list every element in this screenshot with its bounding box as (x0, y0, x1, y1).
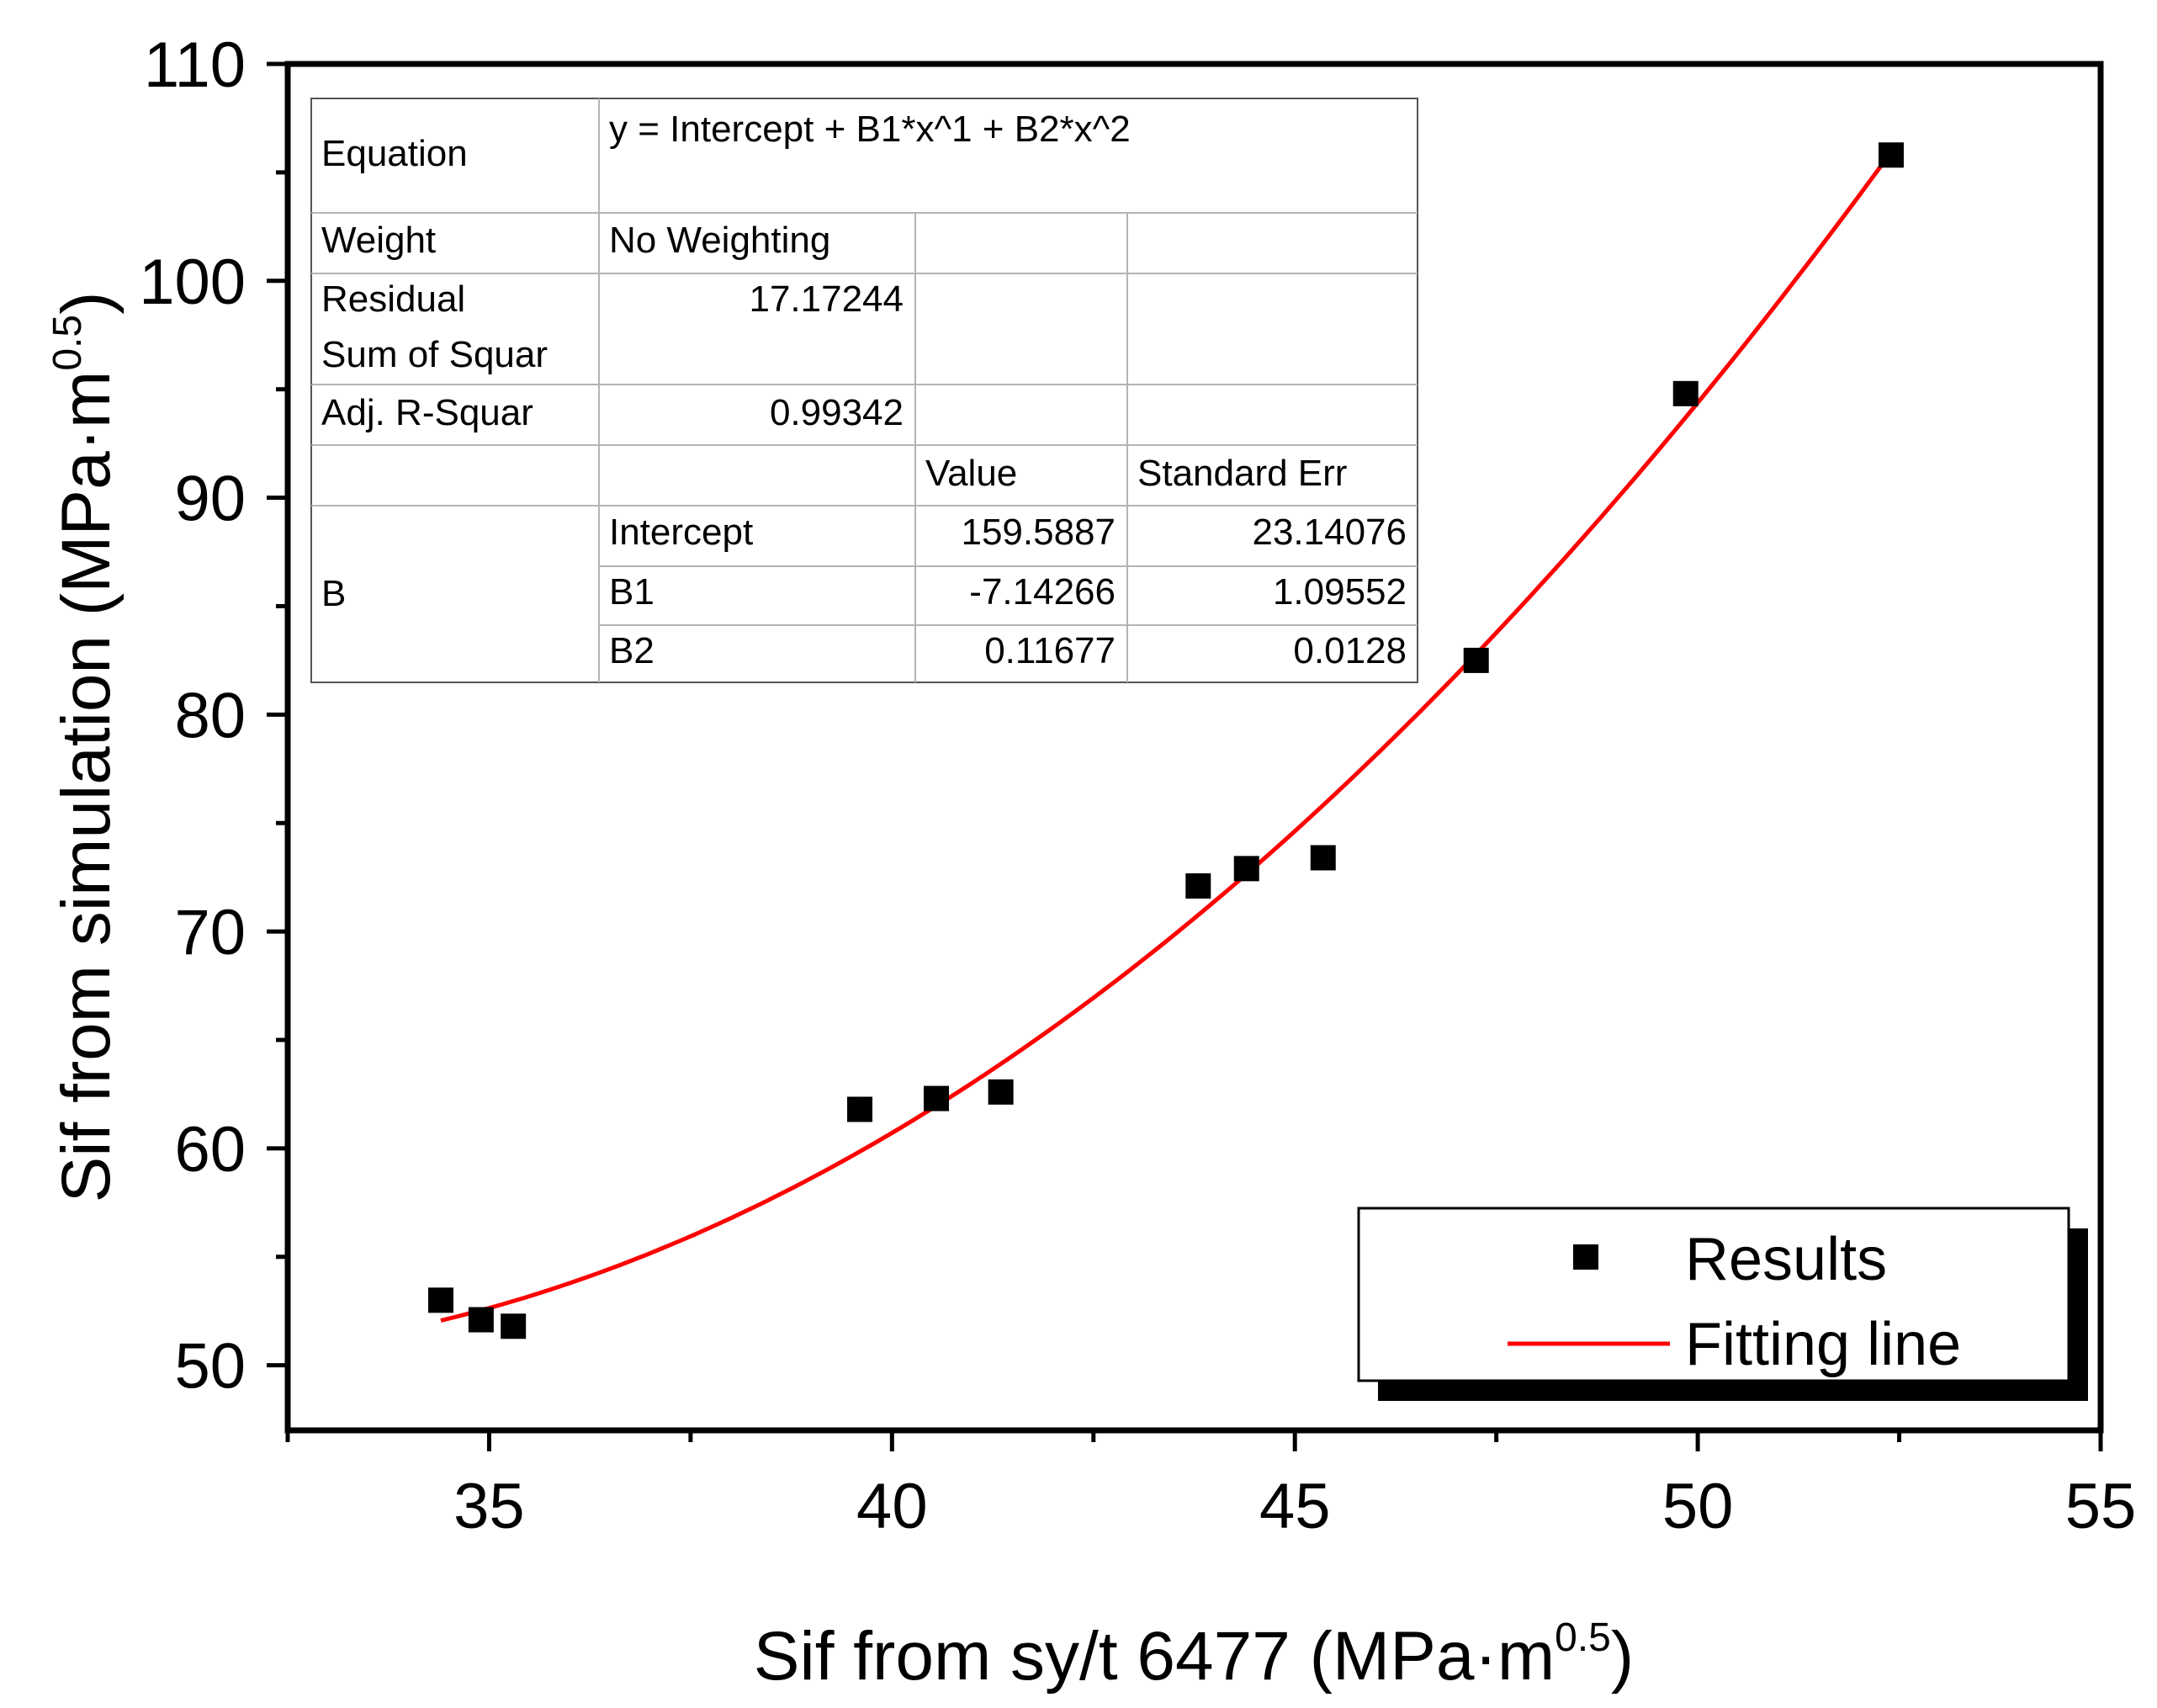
y-tick-label: 110 (144, 29, 246, 101)
legend-label-results: Results (1685, 1226, 1887, 1293)
equation-label: Equation (321, 133, 468, 174)
plot-frame (284, 61, 2104, 1434)
fitting-line (440, 151, 1894, 1323)
legend-box (1357, 1207, 2070, 1382)
legend-marker-square (1573, 1244, 1598, 1270)
data-point (1233, 856, 1259, 882)
y-tick-label: 100 (139, 247, 246, 318)
equation-text: y = Intercept + B1*x^1 + B2*x^2 (609, 109, 1131, 150)
x-tick-label: 40 (856, 1471, 928, 1542)
fit-table-border (310, 98, 1418, 683)
fit-table: Equation y = Intercept + B1*x^1 + B2*x^2… (310, 98, 1418, 683)
rss-value: 17.17244 (749, 278, 904, 320)
data-point (1878, 142, 1904, 168)
data-points (427, 142, 1904, 1339)
axes: 35 40 45 50 55 50 60 70 80 90 100 110 (139, 29, 2136, 1542)
y-axis-title: Sif from simulation (MPa·m0.5) (45, 292, 125, 1203)
legend-label-fitting-line: Fitting line (1685, 1311, 1961, 1378)
param-std-err: 23.14076 (1252, 512, 1407, 553)
value-header: Value (925, 453, 1017, 494)
param-value: -7.14266 (969, 571, 1116, 613)
weight-label: Weight (321, 220, 436, 261)
x-axis-title: Sif from sy/t 6477 (MPa·m0.5) (754, 1615, 1634, 1695)
param-value: 0.11677 (984, 630, 1116, 671)
y-tick-label: 60 (174, 1114, 246, 1186)
y-tick-label: 80 (174, 680, 246, 751)
data-point (988, 1079, 1014, 1105)
param-std-err: 0.0128 (1293, 630, 1407, 671)
data-point (501, 1313, 527, 1339)
param-name: Intercept (609, 512, 753, 553)
param-name: B2 (609, 630, 655, 671)
x-tick-label: 35 (453, 1471, 525, 1542)
legend: Results Fitting line (1357, 1207, 2088, 1401)
data-point (468, 1307, 494, 1333)
data-point (847, 1096, 873, 1122)
data-point (1672, 380, 1699, 406)
fit-table-grid (311, 98, 1418, 682)
param-rows: Intercept 159.5887 23.14076 B1 -7.14266 1.095… (609, 512, 1407, 671)
param-group-label: B (321, 573, 346, 614)
stderr-header: Standard Err (1137, 453, 1347, 494)
adj-r-square-label: Adj. R-Squar (321, 392, 533, 433)
data-point (924, 1085, 950, 1111)
param-value: 159.5887 (961, 512, 1116, 553)
data-point (1185, 873, 1211, 899)
rss-label-line1: Residual (321, 278, 465, 320)
adj-r-square-value: 0.99342 (770, 392, 904, 433)
param-std-err: 1.09552 (1273, 571, 1407, 613)
y-tick-label: 50 (174, 1331, 246, 1403)
param-name: B1 (609, 571, 655, 613)
weight-value: No Weighting (609, 220, 830, 261)
data-point (1463, 647, 1489, 673)
y-tick-label: 90 (174, 464, 246, 535)
y-tick-label: 70 (174, 897, 246, 968)
x-tick-label: 50 (1662, 1471, 1734, 1542)
x-tick-label: 55 (2065, 1471, 2137, 1542)
x-tick-label: 45 (1259, 1471, 1331, 1542)
data-point (1310, 845, 1336, 871)
data-point (427, 1287, 453, 1313)
rss-label-line2: Sum of Squar (321, 334, 548, 375)
